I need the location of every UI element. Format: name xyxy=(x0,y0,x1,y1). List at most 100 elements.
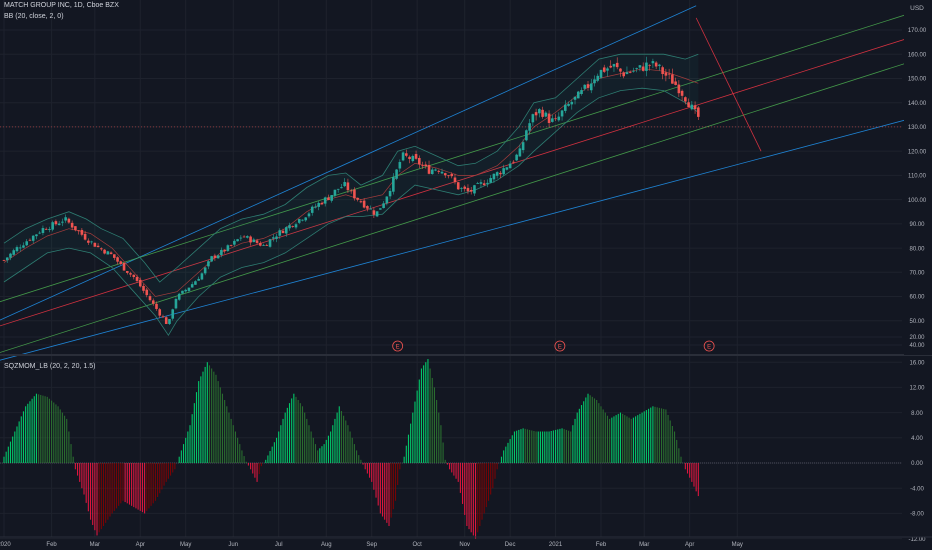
channel-line xyxy=(0,6,932,303)
sqzmom-legend[interactable]: SQZMOM_LB (20, 2, 20, 1.5) xyxy=(4,363,96,370)
candle-body xyxy=(145,289,149,296)
candle-body xyxy=(443,173,447,176)
price-tick-label: 110.00 xyxy=(908,174,927,180)
candle-body xyxy=(233,240,236,245)
candle-body xyxy=(382,203,385,209)
candle-body xyxy=(687,102,690,108)
osc-tick-label: -12.00 xyxy=(908,537,926,543)
time-tick-label: Jun xyxy=(228,542,238,548)
candle-body xyxy=(271,237,275,239)
earnings-marker-label: E xyxy=(558,344,562,350)
oscillator-scale[interactable] xyxy=(904,357,932,537)
candle-body xyxy=(645,62,648,71)
candle-body xyxy=(343,182,346,187)
candle-body xyxy=(207,261,210,267)
candle-body xyxy=(356,197,359,200)
candle-body xyxy=(190,284,194,288)
price-tick-label: 60.00 xyxy=(909,295,925,301)
candle-body xyxy=(106,251,110,255)
candle-body xyxy=(291,225,295,227)
bb-upper xyxy=(3,53,699,283)
osc-tick-label: 12.00 xyxy=(909,386,925,392)
price-scale[interactable] xyxy=(904,0,932,355)
candle-body xyxy=(456,182,460,190)
candle-body xyxy=(194,281,197,285)
candle-body xyxy=(210,256,213,262)
candle-body xyxy=(109,252,113,255)
candle-body xyxy=(369,208,372,210)
candle-body xyxy=(525,130,528,141)
bb-legend[interactable]: BB (20, close, 2, 0) xyxy=(4,13,64,20)
candle-body xyxy=(635,68,638,69)
candle-body xyxy=(103,249,106,254)
candle-body xyxy=(534,112,538,116)
candle-body xyxy=(301,219,304,221)
candle-body xyxy=(132,274,136,278)
time-tick-label: Oct xyxy=(412,542,422,548)
candle-body xyxy=(518,148,522,157)
price-tick-label: 170.00 xyxy=(908,28,927,34)
candle-body xyxy=(602,67,606,72)
candle-body xyxy=(164,317,168,324)
candlesticks xyxy=(0,56,932,325)
candle-body xyxy=(67,218,71,223)
candle-body xyxy=(171,309,175,319)
candle-body xyxy=(333,189,337,196)
symbol-legend[interactable]: MATCH GROUP INC, 1D, Cboe BZX xyxy=(4,2,119,9)
candle-body xyxy=(96,245,100,248)
candle-body xyxy=(281,230,285,234)
candle-body xyxy=(567,103,570,106)
candle-body xyxy=(2,260,6,261)
candle-body xyxy=(64,217,67,221)
candle-body xyxy=(557,116,561,121)
candle-body xyxy=(466,187,470,192)
time-tick-label: Nov xyxy=(459,542,470,548)
candle-body xyxy=(327,197,330,200)
candle-body xyxy=(366,206,369,209)
time-tick-label: Feb xyxy=(46,542,57,548)
candle-body xyxy=(362,200,366,208)
candle-body xyxy=(294,224,298,228)
candle-body xyxy=(346,182,350,191)
candle-body xyxy=(83,233,87,240)
candle-body xyxy=(440,171,444,174)
candle-body xyxy=(148,296,152,301)
candle-body xyxy=(151,300,155,304)
candle-body xyxy=(297,219,301,223)
candle-body xyxy=(278,230,282,236)
price-tick-label: 120.00 xyxy=(908,149,927,155)
candle-body xyxy=(528,123,531,131)
candle-body xyxy=(437,170,441,172)
candle-body xyxy=(216,255,220,259)
bb-fill xyxy=(4,54,699,336)
candle-body xyxy=(515,154,518,161)
regression-channel xyxy=(0,5,932,361)
time-tick-label: Feb xyxy=(596,542,607,548)
candle-body xyxy=(654,62,658,67)
candle-body xyxy=(372,210,376,215)
candle-body xyxy=(473,185,476,194)
candle-body xyxy=(181,290,184,294)
candle-body xyxy=(447,175,450,177)
squeeze-momentum-histogram xyxy=(0,359,902,539)
candle-body xyxy=(187,287,191,291)
candle-body xyxy=(41,228,45,234)
candle-body xyxy=(288,225,291,229)
candle-body xyxy=(340,187,343,189)
price-tick-label: 100.00 xyxy=(908,198,927,204)
candle-body xyxy=(450,174,454,177)
time-tick-label: 2021 xyxy=(549,542,563,548)
candle-body xyxy=(129,273,132,275)
candle-body xyxy=(220,249,223,256)
time-axis: 2020 Feb Mar Apr May Jun Jul Aug Sep Oct Nov Dec 202… xyxy=(0,536,932,548)
candle-body xyxy=(213,255,217,258)
candle-body xyxy=(658,64,661,66)
candle-body xyxy=(48,229,51,231)
candle-body xyxy=(320,202,324,205)
candle-body xyxy=(612,64,616,67)
candle-body xyxy=(661,67,664,75)
candle-body xyxy=(93,242,97,247)
candle-body xyxy=(460,187,463,189)
bb-lower xyxy=(3,87,699,337)
